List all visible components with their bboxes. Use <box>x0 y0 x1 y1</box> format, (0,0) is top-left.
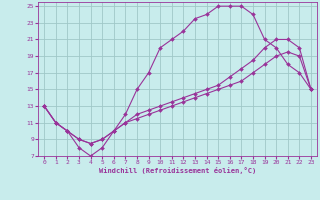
X-axis label: Windchill (Refroidissement éolien,°C): Windchill (Refroidissement éolien,°C) <box>99 167 256 174</box>
